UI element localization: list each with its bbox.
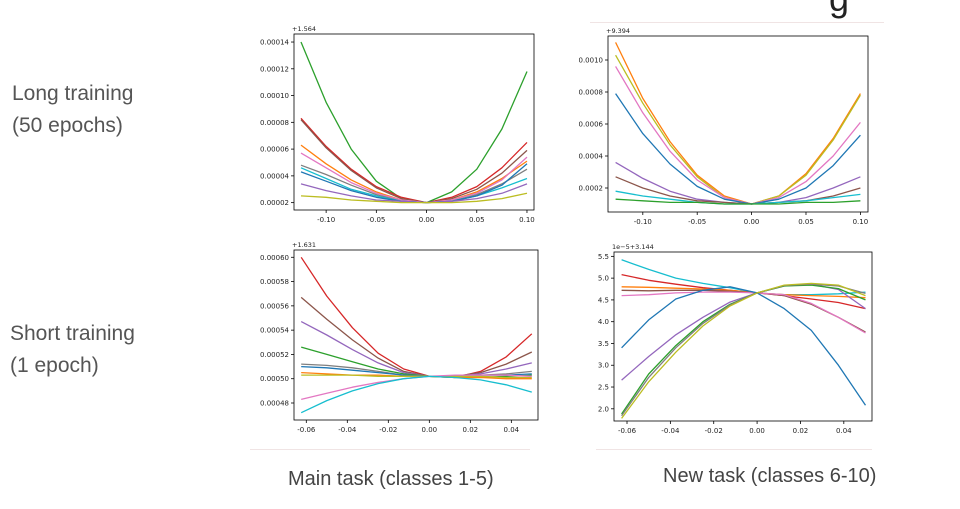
x-tick-label: -0.05 bbox=[367, 216, 385, 224]
x-tick-label: 0.02 bbox=[793, 427, 809, 435]
header-divider bbox=[590, 22, 884, 23]
plot-frame bbox=[293, 249, 539, 421]
series-line-3 bbox=[300, 119, 528, 204]
x-tick-label: 0.05 bbox=[469, 216, 485, 224]
y-tick-label: 5.5 bbox=[598, 253, 609, 261]
series-line-6 bbox=[615, 176, 861, 205]
plot-long-main-task: +1.564 -0.10 -0.05 0.00 0.05 0.10 0.00002 0.000… bbox=[260, 25, 535, 224]
y-tick-label: 0.0010 bbox=[579, 57, 604, 65]
bottom-divider-left bbox=[250, 449, 530, 450]
x-tick-label: -0.10 bbox=[317, 216, 335, 224]
x-tick-label: -0.02 bbox=[705, 427, 723, 435]
x-tick-label: -0.05 bbox=[688, 218, 706, 226]
series-line-3 bbox=[615, 66, 861, 205]
y-tick-label: 4.0 bbox=[598, 318, 609, 326]
x-tick-label: 0.05 bbox=[798, 218, 814, 226]
row-label-short-training: Short training (1 epoch) bbox=[10, 322, 135, 377]
plot-frame bbox=[613, 251, 873, 422]
y-tick-label: 0.00002 bbox=[260, 199, 289, 207]
series-line-8 bbox=[301, 374, 532, 379]
series-line-2 bbox=[615, 54, 861, 205]
series-line-2 bbox=[300, 296, 533, 377]
y-tick-label: 5.0 bbox=[598, 275, 609, 283]
y-tick-label: 3.5 bbox=[598, 340, 609, 348]
x-tick-label: -0.06 bbox=[297, 426, 316, 434]
plot-frame bbox=[607, 35, 869, 213]
series-line-9 bbox=[300, 183, 528, 204]
series-line-9 bbox=[621, 283, 866, 417]
row-label-long-training: Long training (50 epochs) bbox=[12, 82, 134, 137]
series-line-1 bbox=[300, 256, 533, 379]
x-tick-label: -0.06 bbox=[618, 427, 637, 435]
series-line-10 bbox=[300, 192, 528, 204]
x-tick-label: 0.00 bbox=[422, 426, 438, 434]
y-tick-label: 0.00056 bbox=[260, 302, 289, 310]
x-tick-label: 0.10 bbox=[853, 218, 869, 226]
series-line-10 bbox=[300, 375, 532, 414]
x-tick-label: -0.04 bbox=[338, 426, 357, 434]
y-tick-label: 4.5 bbox=[598, 296, 609, 304]
y-tick-label: 0.00058 bbox=[260, 278, 289, 286]
x-tick-label: -0.04 bbox=[661, 427, 680, 435]
y-tick-label: 0.0006 bbox=[579, 121, 604, 129]
column-label-new-task: New task (classes 6-10) bbox=[663, 465, 877, 487]
y-tick-label: 0.00008 bbox=[260, 119, 289, 127]
y-tick-label: 0.0004 bbox=[579, 153, 604, 161]
x-tick-label: 0.00 bbox=[749, 427, 765, 435]
plot-long-new-task: +9.394 -0.10 -0.05 0.00 0.05 0.10 0.0002 0.0004… bbox=[579, 27, 869, 226]
x-tick-label: 0.04 bbox=[836, 427, 852, 435]
offset-text: +9.394 bbox=[606, 27, 630, 35]
partial-header-text: g bbox=[829, 0, 849, 20]
y-tick-label: 2.5 bbox=[598, 384, 609, 392]
plot-frame bbox=[293, 33, 535, 211]
y-tick-label: 0.00052 bbox=[260, 351, 289, 359]
column-label-main-task: Main task (classes 1-5) bbox=[288, 468, 494, 490]
x-tick-label: 0.04 bbox=[504, 426, 520, 434]
y-tick-label: 0.00050 bbox=[260, 375, 289, 383]
x-tick-label: 0.02 bbox=[463, 426, 479, 434]
plot-short-main-task: +1.631 -0.06 -0.04 -0.02 0.00 0.02 0.04 0.00048… bbox=[260, 241, 539, 434]
series-line-10 bbox=[621, 282, 866, 419]
bottom-divider-right bbox=[596, 449, 872, 450]
offset-text: +1.631 bbox=[292, 241, 316, 249]
offset-text: 1e−5+3.144 bbox=[612, 243, 654, 251]
series-line-6 bbox=[621, 286, 867, 406]
series-line-2 bbox=[300, 117, 528, 204]
series-line-1 bbox=[615, 42, 861, 205]
x-tick-label: 0.00 bbox=[744, 218, 760, 226]
x-tick-label: 0.10 bbox=[519, 216, 535, 224]
y-tick-label: 0.00004 bbox=[260, 172, 289, 180]
y-tick-label: 2.0 bbox=[598, 405, 609, 413]
series-line-8 bbox=[615, 198, 861, 205]
y-tick-label: 0.00014 bbox=[260, 39, 289, 47]
y-tick-label: 0.0002 bbox=[579, 185, 604, 193]
series-line-5 bbox=[621, 291, 866, 334]
y-tick-label: 3.0 bbox=[598, 362, 609, 370]
y-tick-label: 0.00054 bbox=[260, 327, 289, 335]
y-tick-label: 0.00010 bbox=[260, 92, 289, 100]
plot-short-new-task: 1e−5+3.144 -0.06 -0.04 -0.02 0.00 0.02 0.04 2.0… bbox=[598, 243, 873, 435]
y-tick-label: 0.00006 bbox=[260, 146, 289, 154]
x-tick-label: -0.10 bbox=[634, 218, 652, 226]
y-tick-label: 0.0008 bbox=[579, 89, 604, 97]
y-tick-label: 0.00012 bbox=[260, 65, 289, 73]
x-tick-label: 0.00 bbox=[419, 216, 435, 224]
offset-text: +1.564 bbox=[292, 25, 316, 33]
x-tick-label: -0.02 bbox=[379, 426, 397, 434]
y-tick-label: 0.00048 bbox=[260, 400, 289, 408]
y-tick-label: 0.00060 bbox=[260, 254, 289, 262]
series-line-4 bbox=[615, 93, 861, 205]
